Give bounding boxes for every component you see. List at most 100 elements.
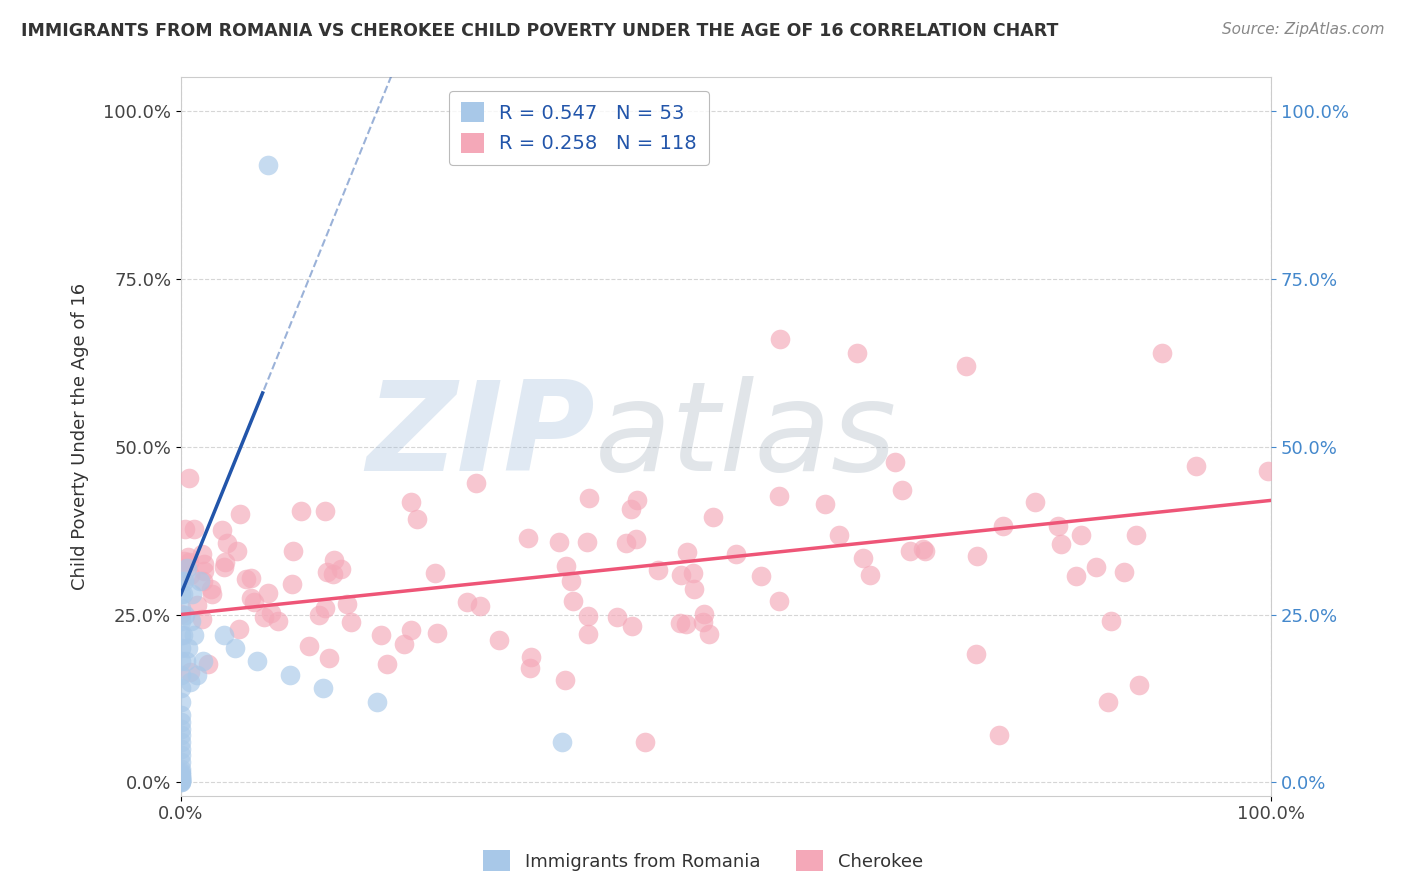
Point	[620, 502, 643, 516]
Point	[170, 772, 193, 787]
Point	[170, 748, 193, 763]
Point	[987, 728, 1010, 742]
Point	[488, 632, 510, 647]
Point	[170, 560, 193, 574]
Point	[316, 565, 339, 579]
Point	[183, 522, 205, 536]
Point	[308, 607, 330, 622]
Point	[183, 627, 205, 641]
Point	[281, 576, 304, 591]
Point	[260, 606, 283, 620]
Point	[246, 655, 269, 669]
Point	[912, 541, 935, 556]
Point	[170, 728, 193, 742]
Point	[883, 455, 905, 469]
Point	[281, 544, 304, 558]
Point	[224, 641, 246, 656]
Point	[170, 772, 193, 786]
Point	[456, 595, 478, 609]
Point	[405, 512, 427, 526]
Point	[966, 549, 988, 563]
Point	[170, 600, 193, 615]
Point	[170, 574, 193, 588]
Point	[828, 528, 851, 542]
Point	[1070, 528, 1092, 542]
Point	[575, 534, 598, 549]
Point	[634, 734, 657, 748]
Point	[749, 569, 772, 583]
Point	[519, 650, 541, 665]
Point	[174, 607, 197, 622]
Point	[1097, 695, 1119, 709]
Point	[201, 587, 224, 601]
Point	[191, 655, 214, 669]
Point	[1024, 494, 1046, 508]
Point	[813, 497, 835, 511]
Point	[370, 628, 392, 642]
Point	[170, 668, 193, 682]
Point	[170, 770, 193, 784]
Point	[859, 568, 882, 582]
Point	[561, 594, 583, 608]
Point	[314, 504, 336, 518]
Point	[170, 762, 193, 776]
Point	[170, 769, 193, 783]
Point	[692, 615, 714, 629]
Point	[170, 773, 193, 788]
Point	[366, 695, 388, 709]
Point	[211, 523, 233, 537]
Point	[335, 597, 357, 611]
Point	[614, 536, 637, 550]
Point	[170, 774, 193, 789]
Point	[226, 544, 249, 558]
Point	[683, 582, 706, 596]
Point	[170, 607, 193, 622]
Point	[179, 556, 201, 570]
Point	[170, 774, 193, 789]
Point	[470, 599, 492, 614]
Text: Source: ZipAtlas.com: Source: ZipAtlas.com	[1222, 22, 1385, 37]
Point	[578, 609, 600, 624]
Point	[890, 483, 912, 497]
Point	[606, 609, 628, 624]
Point	[239, 571, 262, 585]
Text: IMMIGRANTS FROM ROMANIA VS CHEROKEE CHILD POVERTY UNDER THE AGE OF 16 CORRELATIO: IMMIGRANTS FROM ROMANIA VS CHEROKEE CHIL…	[21, 22, 1059, 40]
Point	[1084, 560, 1107, 574]
Point	[179, 471, 201, 485]
Point	[186, 668, 208, 682]
Point	[852, 551, 875, 566]
Point	[311, 681, 333, 696]
Point	[172, 587, 194, 601]
Point	[423, 566, 446, 580]
Point	[548, 535, 571, 549]
Point	[197, 657, 219, 672]
Legend: Immigrants from Romania, Cherokee: Immigrants from Romania, Cherokee	[475, 843, 931, 879]
Point	[170, 587, 193, 601]
Point	[323, 552, 346, 566]
Point	[340, 615, 363, 629]
Point	[170, 741, 193, 756]
Point	[965, 648, 987, 662]
Point	[228, 622, 250, 636]
Point	[675, 617, 697, 632]
Point	[375, 657, 398, 671]
Point	[1099, 614, 1122, 628]
Point	[240, 591, 263, 606]
Point	[621, 619, 644, 633]
Point	[1152, 345, 1174, 359]
Point	[578, 491, 600, 505]
Point	[170, 655, 193, 669]
Point	[170, 755, 193, 769]
Point	[170, 765, 193, 780]
Point	[176, 560, 198, 574]
Point	[682, 566, 704, 580]
Point	[190, 612, 212, 626]
Point	[576, 627, 599, 641]
Point	[955, 359, 977, 373]
Point	[191, 574, 214, 588]
Point	[193, 557, 215, 571]
Point	[1257, 464, 1279, 478]
Point	[322, 566, 344, 581]
Point	[845, 345, 868, 359]
Point	[170, 722, 193, 736]
